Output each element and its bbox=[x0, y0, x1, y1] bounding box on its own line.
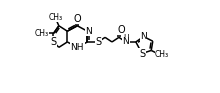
Text: S: S bbox=[50, 37, 57, 47]
Text: H: H bbox=[123, 34, 129, 43]
Text: O: O bbox=[117, 25, 125, 35]
Text: N: N bbox=[140, 32, 147, 41]
Text: N: N bbox=[86, 27, 92, 36]
Text: S: S bbox=[139, 49, 145, 58]
Text: S: S bbox=[95, 37, 101, 47]
Text: NH: NH bbox=[71, 43, 84, 52]
Text: CH₃: CH₃ bbox=[49, 13, 63, 22]
Text: O: O bbox=[73, 14, 81, 24]
Text: N: N bbox=[123, 37, 129, 46]
Text: CH₃: CH₃ bbox=[155, 50, 169, 59]
Text: CH₃: CH₃ bbox=[35, 29, 49, 38]
